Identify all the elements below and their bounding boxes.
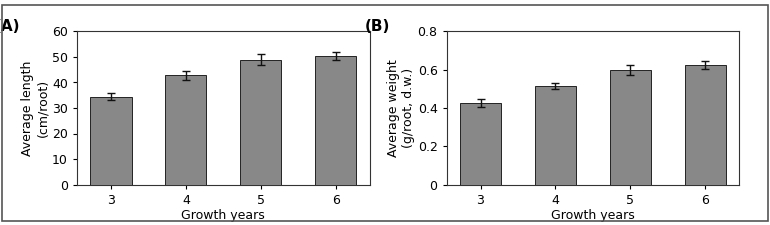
X-axis label: Growth years: Growth years (182, 209, 265, 222)
Bar (610, 70, 651, 184)
Bar (460, 103, 501, 184)
Bar (240, 60, 281, 184)
Bar (685, 65, 726, 184)
Y-axis label: Average weight
(g/root, d.w.): Average weight (g/root, d.w.) (387, 59, 415, 157)
Bar (535, 86, 576, 184)
X-axis label: Growth years: Growth years (551, 209, 634, 222)
Bar (90, 97, 132, 184)
Bar (315, 56, 357, 184)
Text: (A): (A) (0, 19, 21, 34)
Y-axis label: Average length
(cm/root): Average length (cm/root) (22, 60, 49, 156)
Text: (B): (B) (365, 19, 390, 34)
Bar (166, 75, 206, 184)
